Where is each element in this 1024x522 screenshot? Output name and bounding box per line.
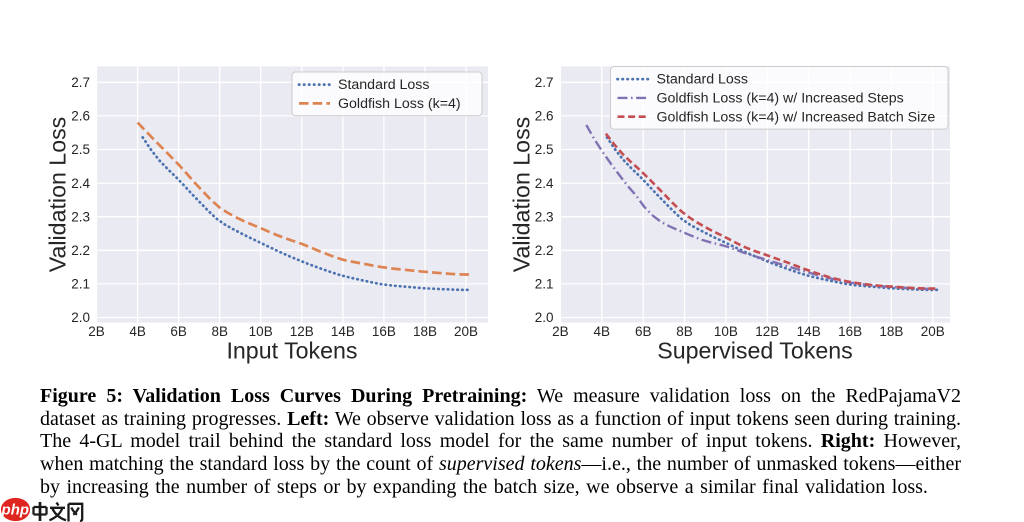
svg-text:Goldfish Loss (k=4) w/ Increas: Goldfish Loss (k=4) w/ Increased Steps xyxy=(657,91,904,107)
svg-text:2.4: 2.4 xyxy=(71,176,90,191)
svg-text:8B: 8B xyxy=(676,324,693,339)
svg-text:12B: 12B xyxy=(755,324,779,339)
svg-text:4B: 4B xyxy=(129,324,146,339)
svg-text:Goldfish Loss (k=4): Goldfish Loss (k=4) xyxy=(338,96,461,112)
svg-text:6B: 6B xyxy=(635,324,652,339)
svg-text:8B: 8B xyxy=(211,324,228,339)
svg-text:Supervised Tokens: Supervised Tokens xyxy=(657,338,853,364)
svg-text:16B: 16B xyxy=(372,324,396,339)
svg-text:14B: 14B xyxy=(331,324,355,339)
svg-text:18B: 18B xyxy=(879,324,903,339)
svg-text:10B: 10B xyxy=(714,324,738,339)
svg-text:2.4: 2.4 xyxy=(535,176,554,191)
svg-text:2.2: 2.2 xyxy=(535,243,554,258)
svg-text:16B: 16B xyxy=(838,324,862,339)
svg-text:2.1: 2.1 xyxy=(535,277,554,292)
svg-text:Input Tokens: Input Tokens xyxy=(226,338,357,364)
svg-text:2.2: 2.2 xyxy=(71,243,90,258)
svg-text:10B: 10B xyxy=(249,324,273,339)
svg-text:Validation Loss: Validation Loss xyxy=(509,117,535,273)
svg-text:2.6: 2.6 xyxy=(71,109,90,124)
svg-text:6B: 6B xyxy=(170,324,187,339)
svg-text:2.7: 2.7 xyxy=(535,75,554,90)
svg-text:2.7: 2.7 xyxy=(71,75,90,90)
svg-text:Goldfish Loss (k=4) w/ Increas: Goldfish Loss (k=4) w/ Increased Batch S… xyxy=(657,109,936,125)
svg-text:2.3: 2.3 xyxy=(535,209,554,224)
svg-text:2.5: 2.5 xyxy=(535,142,554,157)
svg-text:20B: 20B xyxy=(921,324,945,339)
svg-text:2.0: 2.0 xyxy=(535,310,554,325)
svg-text:2.0: 2.0 xyxy=(71,310,90,325)
svg-text:4B: 4B xyxy=(594,324,611,339)
svg-text:14B: 14B xyxy=(797,324,821,339)
svg-text:Standard Loss: Standard Loss xyxy=(657,72,749,88)
svg-text:2B: 2B xyxy=(552,324,569,339)
svg-text:2.6: 2.6 xyxy=(535,109,554,124)
svg-text:2.5: 2.5 xyxy=(71,142,90,157)
svg-text:2B: 2B xyxy=(88,324,105,339)
svg-text:20B: 20B xyxy=(454,324,478,339)
svg-text:18B: 18B xyxy=(413,324,437,339)
svg-text:Standard Loss: Standard Loss xyxy=(338,77,430,93)
svg-text:Validation Loss: Validation Loss xyxy=(45,117,71,273)
svg-text:12B: 12B xyxy=(290,324,314,339)
svg-text:2.3: 2.3 xyxy=(71,209,90,224)
svg-text:2.1: 2.1 xyxy=(71,277,90,292)
svg-text:php: php xyxy=(1,501,30,518)
